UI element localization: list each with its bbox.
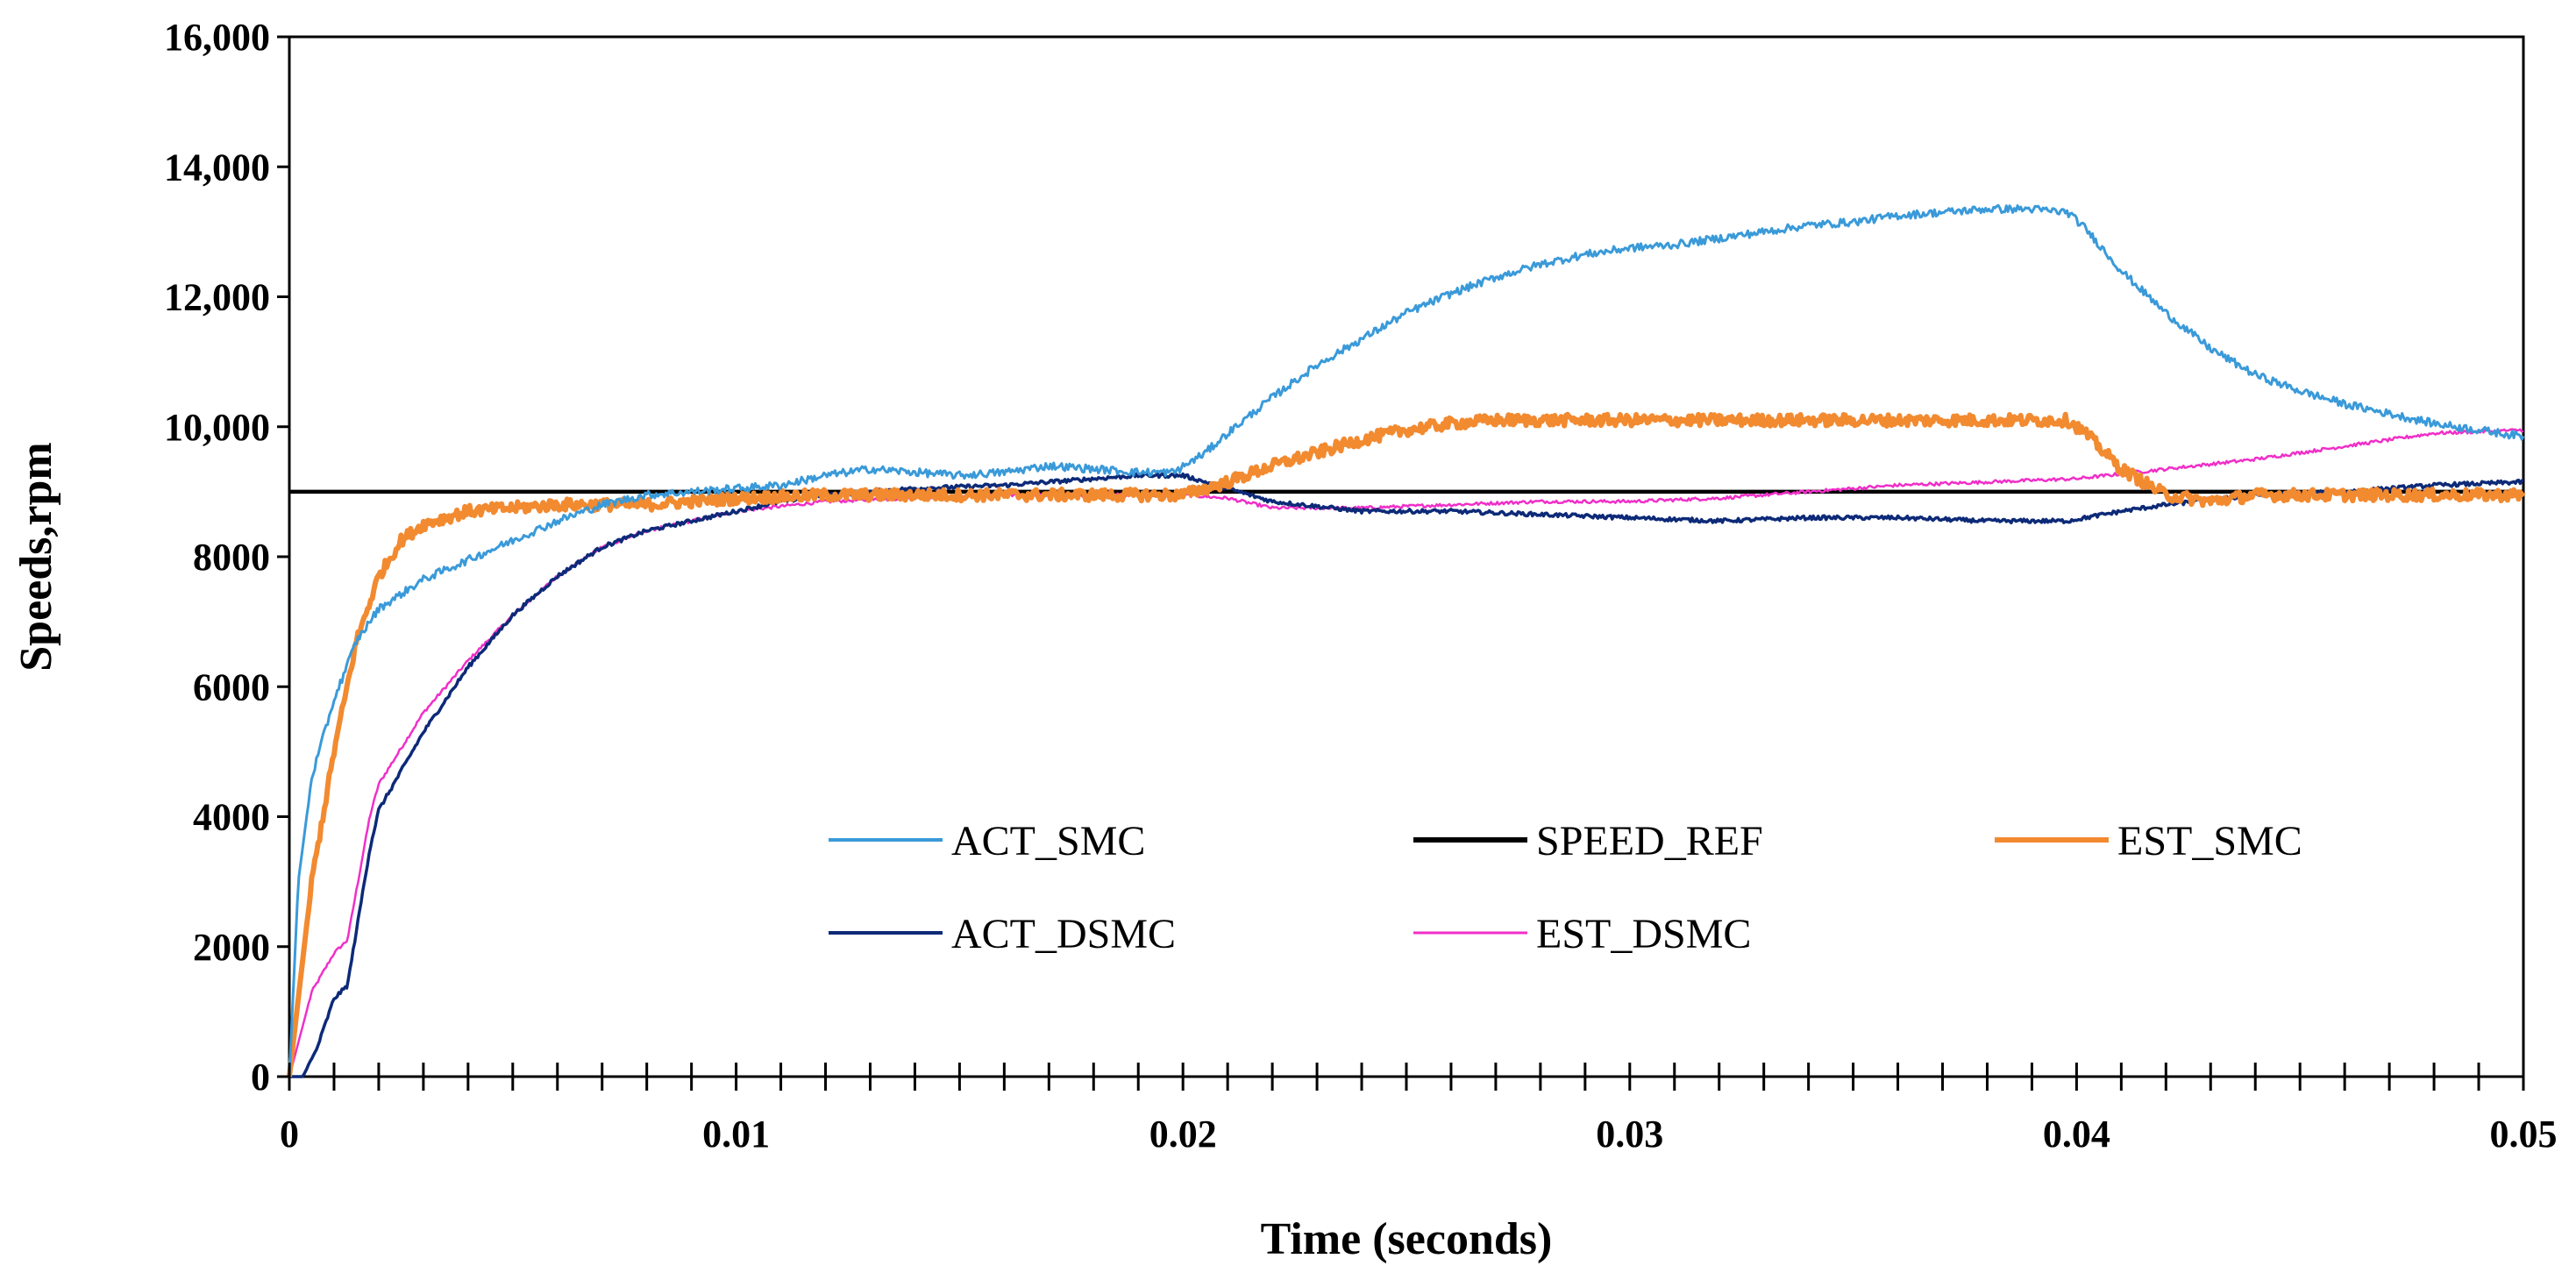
x-tick-label: 0.03: [1596, 1113, 1663, 1156]
x-tick-labels: 0 0.01 0.02 0.03 0.04 0.05: [280, 1113, 2558, 1156]
y-tick-label: 6000: [193, 665, 270, 708]
x-tick-label: 0.02: [1149, 1113, 1217, 1156]
y-tick-label: 14,000: [164, 146, 270, 188]
y-tick-labels: 0 2000 4000 6000 8000 10,000 12,000 14,000 16,00…: [164, 16, 270, 1099]
y-tick-label: 16,000: [164, 16, 270, 59]
x-tick-label: 0.01: [702, 1113, 770, 1156]
plot-frame: [288, 35, 2525, 1078]
series-line-est-dsmc: [288, 428, 2524, 1077]
series-layer: [287, 203, 2526, 1078]
x-tick-label: 0.05: [2490, 1113, 2558, 1156]
y-tick-label: 8000: [193, 536, 270, 579]
series-line-act-dsmc: [289, 472, 2524, 1078]
series-line-est-smc: [287, 411, 2526, 1077]
legend-label-act-smc: ACT_SMC: [951, 818, 1145, 864]
ticks-layer: [277, 35, 2525, 1091]
legend-label-speed-ref: SPEED_REF: [1536, 818, 1763, 864]
y-tick-label: 4000: [193, 796, 270, 839]
legend-label-act-dsmc: ACT_DSMC: [951, 911, 1176, 957]
legend-item-est-dsmc: EST_DSMC: [1413, 911, 1751, 957]
y-tick-label: 12,000: [164, 276, 270, 319]
legend-label-est-smc: EST_SMC: [2117, 818, 2302, 864]
y-axis-title: Speeds,rpm: [11, 442, 61, 671]
x-tick-label: 0.04: [2043, 1113, 2110, 1156]
y-tick-label: 2000: [193, 926, 270, 969]
y-tick-label: 0: [251, 1056, 270, 1099]
series-line-act-smc: [288, 203, 2525, 1077]
y-tick-label: 10,000: [164, 406, 270, 449]
x-tick-label: 0: [280, 1113, 299, 1156]
x-axis-title: Time (seconds): [1261, 1214, 1553, 1264]
legend-item-act-dsmc: ACT_DSMC: [829, 911, 1176, 957]
legend-item-est-smc: EST_SMC: [1995, 818, 2302, 864]
legend-label-est-dsmc: EST_DSMC: [1536, 911, 1751, 957]
legend: ACT_SMC SPEED_REF EST_SMC ACT_DSMC EST_D…: [829, 818, 2302, 957]
legend-item-act-smc: ACT_SMC: [829, 818, 1145, 864]
legend-item-speed-ref: SPEED_REF: [1413, 818, 1763, 864]
